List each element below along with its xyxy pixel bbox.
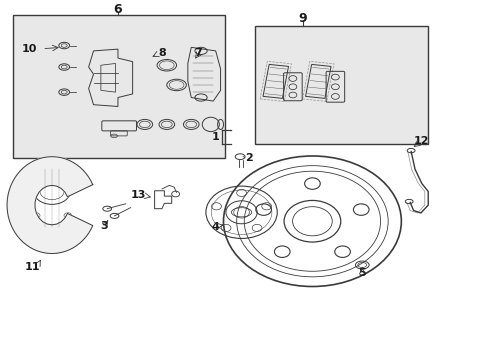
Text: 3: 3 xyxy=(100,221,108,230)
Text: 10: 10 xyxy=(22,44,37,54)
Bar xyxy=(255,26,428,144)
Text: 13: 13 xyxy=(131,190,146,201)
Text: 2: 2 xyxy=(245,153,253,163)
Text: 11: 11 xyxy=(24,262,40,272)
Text: 4: 4 xyxy=(212,222,220,231)
Polygon shape xyxy=(7,157,93,253)
Text: 9: 9 xyxy=(298,12,307,25)
Text: 8: 8 xyxy=(158,48,166,58)
Text: 6: 6 xyxy=(114,3,122,16)
Text: 1: 1 xyxy=(212,132,220,142)
Text: 12: 12 xyxy=(414,136,430,146)
Text: 5: 5 xyxy=(359,268,366,278)
Bar xyxy=(13,15,225,158)
Text: 7: 7 xyxy=(195,48,202,58)
